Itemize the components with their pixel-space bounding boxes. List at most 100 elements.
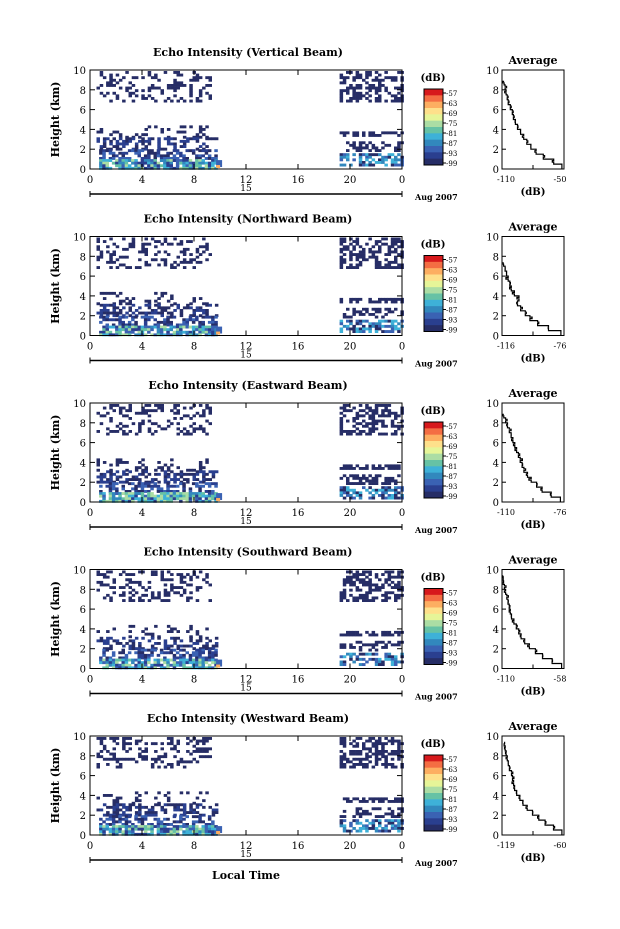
heatmap-cell (384, 827, 388, 830)
heatmap-cell (179, 497, 183, 501)
heatmap-cell (163, 811, 168, 814)
heatmap-cell (179, 575, 184, 579)
heatmap-cell (140, 492, 145, 495)
heatmap-cell (131, 666, 135, 670)
heatmap-cell (394, 255, 398, 259)
heatmap-cell (176, 86, 180, 90)
heatmap-cell (352, 430, 356, 433)
heatmap-cell (192, 472, 196, 476)
heatmap-cell (163, 497, 167, 501)
heatmap-cell (141, 463, 145, 467)
heatmap-cell (378, 578, 382, 582)
heatmap-cell (137, 492, 141, 495)
heatmap-cell (371, 821, 376, 825)
heatmap-cell (127, 325, 132, 329)
heatmap-cell (365, 432, 369, 436)
heatmap-cell (163, 333, 167, 337)
heatmap-cell (153, 817, 157, 821)
heatmap-cell (134, 799, 139, 803)
heatmap-cell (198, 663, 202, 667)
heatmap-cell (371, 419, 376, 423)
heatmap-cell (134, 411, 139, 415)
heatmap-cell (182, 591, 187, 595)
heatmap-cell (346, 76, 350, 80)
heatmap-cell (397, 327, 401, 331)
heatmap-cell (131, 658, 135, 662)
heatmap-cell (160, 755, 164, 759)
heatmap-cell (102, 315, 106, 319)
heatmap-cell (163, 803, 168, 807)
heatmap-cell (192, 750, 196, 753)
heatmap-cell (115, 142, 120, 146)
heatmap-cell (99, 84, 104, 87)
heatmap-cell (111, 825, 116, 828)
heatmap-cell (147, 154, 151, 158)
heatmap-cell (374, 263, 379, 267)
heatmap-cell (374, 71, 379, 74)
heatmap-cell (108, 497, 113, 501)
heatmap-cell (339, 89, 344, 93)
heatmap-cell (169, 333, 173, 337)
heatmap-cell (106, 630, 110, 633)
heatmap-cell (102, 573, 107, 576)
heatmap-cell (201, 832, 205, 836)
heatmap-cell (105, 149, 109, 153)
profile-y-tick-label: 10 (486, 566, 499, 577)
profile-frame (501, 735, 565, 836)
heatmap-cell (371, 464, 376, 468)
heatmap-cell (352, 652, 356, 656)
x-tick-label: 20 (344, 841, 357, 852)
heatmap-cell (346, 419, 350, 423)
heatmap-cell (342, 596, 347, 600)
heatmap-cell (128, 470, 132, 474)
heatmap-cell (394, 488, 398, 492)
heatmap-cell (176, 760, 180, 764)
heatmap-cell (111, 653, 116, 657)
heatmap-cell (368, 430, 372, 433)
heatmap-cell (166, 817, 170, 821)
heatmap-cell (371, 742, 376, 746)
heatmap-cell (102, 325, 106, 329)
heatmap-cell (127, 328, 132, 332)
heatmap-cell (143, 661, 148, 665)
heatmap-cell (179, 242, 184, 246)
heatmap-cell (153, 166, 157, 170)
heatmap-cell (157, 311, 161, 315)
heatmap-cell (121, 825, 125, 828)
heatmap-cell (182, 478, 187, 481)
heatmap-cell (195, 651, 199, 655)
heatmap-cell (358, 821, 363, 825)
x-tick-label: 4 (139, 841, 145, 852)
y-axis-label: Height (km) (49, 82, 62, 158)
heatmap-cell (204, 315, 209, 319)
heatmap-cell (365, 739, 369, 743)
heatmap-cell (175, 492, 180, 495)
heatmap-cell (362, 824, 366, 828)
heatmap-cell (358, 633, 363, 637)
heatmap-cell (111, 494, 116, 498)
heatmap-cell (138, 430, 142, 433)
heatmap-cell (163, 166, 167, 170)
heatmap-cell (166, 128, 171, 131)
heatmap-cell (108, 166, 113, 170)
heatmap-cell (134, 811, 139, 814)
heatmap-cell (157, 424, 161, 428)
heatmap-cell (147, 825, 151, 828)
heatmap-cell (390, 488, 395, 492)
heatmap-cell (352, 467, 356, 470)
heatmap-cell (195, 586, 200, 589)
heatmap-cell (118, 302, 123, 306)
heatmap-cell (207, 494, 212, 498)
x-tick-label: 16 (292, 508, 305, 519)
heatmap-cell (96, 247, 100, 251)
heatmap-cell (118, 492, 122, 495)
heatmap-cell (368, 570, 372, 574)
heatmap-cell (140, 325, 145, 329)
heatmap-cell (192, 811, 196, 814)
heatmap-cell (150, 137, 155, 141)
heatmap-cell (108, 830, 113, 834)
heatmap-cell (214, 666, 218, 670)
colorbar-swatch (424, 95, 443, 103)
heatmap-cell (390, 310, 395, 314)
heatmap-cell (182, 306, 187, 310)
